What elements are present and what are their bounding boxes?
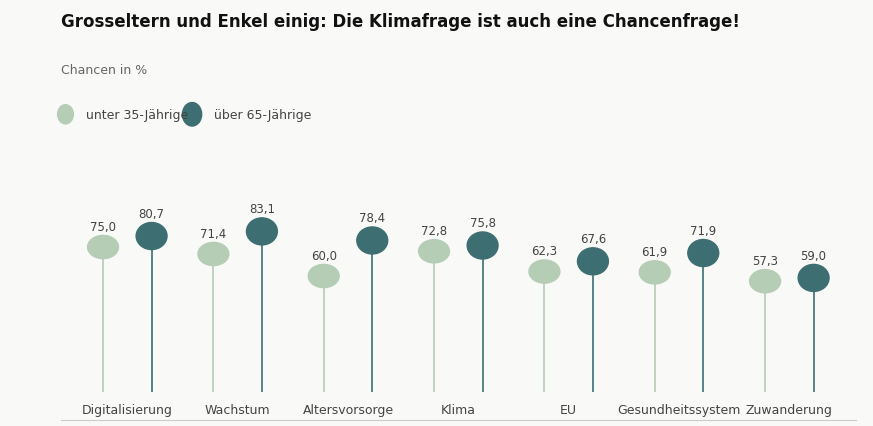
Ellipse shape [467,233,498,259]
Text: 61,9: 61,9 [642,245,668,258]
Text: 57,3: 57,3 [752,254,778,267]
Ellipse shape [688,240,718,267]
Text: Chancen in %: Chancen in % [61,64,148,77]
Ellipse shape [639,261,670,284]
Ellipse shape [198,243,229,266]
Text: 60,0: 60,0 [311,249,337,262]
Ellipse shape [798,265,829,292]
Text: 62,3: 62,3 [532,245,558,257]
Ellipse shape [418,240,450,263]
Text: 75,8: 75,8 [470,216,496,230]
Ellipse shape [578,248,608,275]
Ellipse shape [357,227,388,254]
Text: 71,9: 71,9 [691,224,717,237]
Text: 83,1: 83,1 [249,202,275,216]
Text: 80,7: 80,7 [139,207,165,220]
Text: 75,0: 75,0 [90,220,116,233]
Ellipse shape [308,265,339,288]
Ellipse shape [87,236,119,259]
Text: unter 35-Jährige: unter 35-Jährige [86,109,188,121]
Ellipse shape [246,219,278,245]
Ellipse shape [136,223,167,250]
Text: Grosseltern und Enkel einig: Die Klimafrage ist auch eine Chancenfrage!: Grosseltern und Enkel einig: Die Klimafr… [61,13,740,31]
Text: 59,0: 59,0 [801,249,827,262]
Text: 72,8: 72,8 [421,224,447,237]
Ellipse shape [529,260,560,283]
Text: 78,4: 78,4 [359,212,385,225]
Text: über 65-Jährige: über 65-Jährige [214,109,312,121]
Text: 67,6: 67,6 [580,232,606,245]
Text: 71,4: 71,4 [200,227,226,240]
Ellipse shape [750,270,780,293]
